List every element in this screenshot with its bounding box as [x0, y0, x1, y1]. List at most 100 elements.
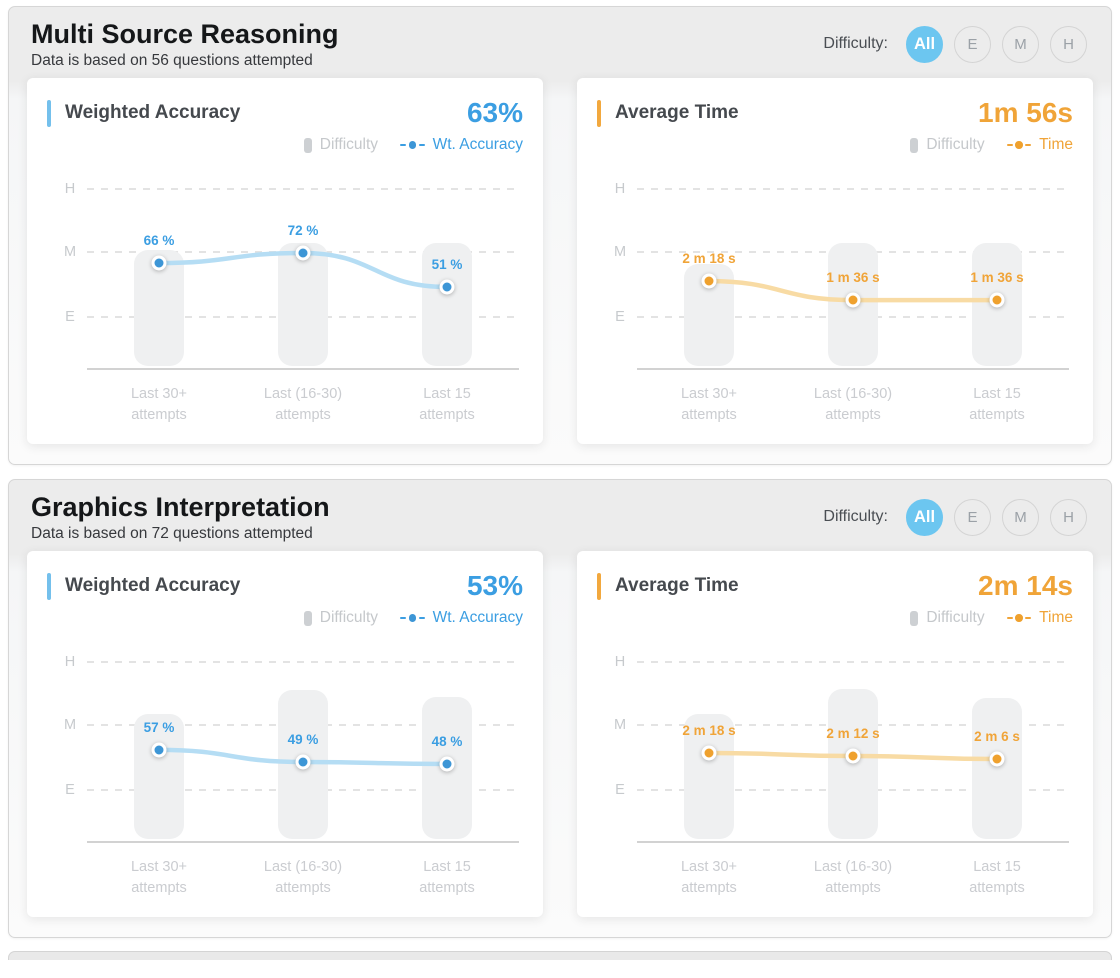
charts-row: Weighted Accuracy 63% Difficulty Wt. Acc… — [9, 74, 1111, 464]
x-axis-label: Last (16-30) attempts — [781, 384, 925, 426]
x-axis-label: Last 15 attempts — [925, 384, 1069, 426]
data-point — [845, 748, 861, 764]
y-axis-tick: M — [613, 244, 627, 261]
legend-difficulty: Difficulty — [910, 609, 985, 627]
x-axis-label: Last (16-30) attempts — [781, 857, 925, 899]
x-axis-label: Last 30+ attempts — [87, 384, 231, 426]
chart-title: Weighted Accuracy — [65, 575, 241, 597]
difficulty-all-button[interactable]: All — [906, 498, 943, 536]
gridline — [87, 660, 519, 663]
x-axis-label-line: attempts — [681, 880, 737, 897]
chart-summary-value: 63% — [466, 97, 523, 128]
legend-series: Wt. Accuracy — [400, 609, 523, 627]
x-axis-label-line: attempts — [419, 880, 475, 897]
card-accent-bar — [47, 572, 51, 600]
y-axis-tick: H — [64, 180, 76, 197]
difficulty-hard-button[interactable]: H — [1050, 498, 1087, 536]
section-title: Graphics Interpretation — [31, 492, 330, 523]
chart-legend: Difficulty Time — [597, 609, 1073, 627]
difficulty-easy-button[interactable]: E — [954, 25, 991, 63]
y-axis-tick: E — [65, 781, 75, 798]
data-point-label: 49 % — [287, 732, 319, 748]
chart-summary-value: 2m 14s — [978, 570, 1073, 602]
legend-difficulty-label: Difficulty — [926, 609, 985, 627]
section-subtitle: Data is based on 72 questions attempted — [31, 525, 313, 543]
difficulty-label: Difficulty: — [823, 35, 888, 52]
x-axis-label: Last 15 attempts — [375, 857, 519, 899]
data-point-label: 1 m 36 s — [970, 270, 1024, 286]
legend-series-label: Time — [1039, 609, 1073, 627]
x-axis-label-line: attempts — [419, 407, 475, 424]
difficulty-medium-button[interactable]: M — [1002, 25, 1039, 63]
difficulty-easy-button[interactable]: E — [954, 498, 991, 536]
section-title-block: Multi Source Reasoning Data is based on … — [31, 18, 339, 70]
card-header: Average Time 1m 56s — [597, 99, 1073, 127]
data-point-label: 72 % — [287, 222, 319, 238]
data-point — [439, 279, 455, 295]
data-point-label: 57 % — [143, 719, 175, 735]
difficulty-bar — [133, 713, 184, 840]
difficulty-bar — [683, 713, 734, 840]
difficulty-medium-button[interactable]: M — [1002, 498, 1039, 536]
chart-legend: Difficulty Wt. Accuracy — [47, 136, 523, 154]
x-axis-label-line: attempts — [969, 880, 1025, 897]
bar-icon — [303, 137, 312, 153]
data-point — [295, 245, 311, 261]
section-subtitle: Data is based on 56 questions attempted — [31, 52, 313, 69]
card-accent-bar — [597, 99, 601, 127]
x-axis-label-line: attempts — [275, 880, 331, 897]
x-axis-label-line: attempts — [131, 880, 187, 897]
chart-plot: 2 m 18 s 1 m 36 s 1 m 36 s H M E — [597, 180, 1073, 370]
legend-difficulty: Difficulty — [303, 609, 378, 627]
difficulty-hard-button[interactable]: H — [1050, 25, 1087, 63]
section-title-block: Graphics Interpretation Data is based on… — [31, 491, 330, 543]
chart-title: Weighted Accuracy — [65, 102, 241, 123]
bar-icon — [910, 137, 919, 153]
line-dot-icon — [400, 141, 425, 149]
data-point — [701, 273, 717, 289]
y-axis-tick: M — [63, 717, 77, 734]
legend-series-label: Wt. Accuracy — [432, 609, 523, 627]
x-axis-label: Last 15 attempts — [925, 857, 1069, 899]
plot-region: 66 % 72 % 51 % — [87, 180, 519, 370]
x-axis-label-line: Last (16-30) — [813, 859, 893, 876]
data-point — [701, 745, 717, 761]
x-axis-label: Last (16-30) attempts — [231, 857, 375, 899]
x-axis-label-line: attempts — [825, 407, 881, 424]
legend-series: Wt. Accuracy — [400, 136, 523, 154]
x-axis-labels: Last 30+ attempts Last (16-30) attempts Last… — [637, 857, 1069, 899]
x-axis-label-line: attempts — [275, 407, 331, 424]
msr-average-time-card: Average Time 1m 56s Difficulty Time 2 m … — [577, 78, 1093, 445]
x-axis-label-line: attempts — [825, 880, 881, 897]
x-axis-label: Last 30+ attempts — [637, 857, 781, 899]
x-axis-label: Last 15 attempts — [375, 384, 519, 426]
data-point — [989, 292, 1005, 308]
section-header: Graphics Interpretation Data is based on… — [9, 480, 1111, 547]
x-axis-label-line: Last 15 — [973, 386, 1021, 402]
legend-difficulty-label: Difficulty — [926, 136, 985, 153]
data-point-label: 2 m 18 s — [682, 722, 736, 738]
legend-difficulty: Difficulty — [910, 136, 985, 154]
charts-row: Weighted Accuracy 53% Difficulty Wt. Acc… — [9, 547, 1111, 937]
next-section-top-edge — [8, 951, 1112, 961]
chart-summary-value: 53% — [466, 570, 523, 602]
x-axis-label-line: attempts — [681, 407, 737, 424]
difficulty-all-button[interactable]: All — [906, 25, 943, 63]
difficulty-label: Difficulty: — [823, 508, 888, 526]
y-axis-tick: E — [615, 781, 625, 798]
card-accent-bar — [47, 99, 51, 127]
x-axis-label-line: attempts — [969, 407, 1025, 424]
x-axis-labels: Last 30+ attempts Last (16-30) attempts Last… — [87, 384, 519, 426]
section-title: Multi Source Reasoning — [31, 19, 339, 49]
legend-series-label: Wt. Accuracy — [432, 136, 523, 153]
card-header: Weighted Accuracy 63% — [47, 99, 523, 127]
chart-title: Average Time — [615, 575, 739, 597]
data-point-label: 1 m 36 s — [826, 270, 880, 286]
x-axis-label-line: Last 30+ — [130, 859, 188, 876]
x-axis-label-line: Last 30+ — [680, 859, 738, 876]
plot-region: 2 m 18 s 2 m 12 s 2 m 6 s — [637, 653, 1069, 844]
card-accent-bar — [597, 572, 601, 600]
difficulty-filter: Difficulty: All E M H — [823, 498, 1087, 536]
x-axis-label: Last 30+ attempts — [87, 857, 231, 899]
line-dot-icon — [1006, 141, 1032, 149]
